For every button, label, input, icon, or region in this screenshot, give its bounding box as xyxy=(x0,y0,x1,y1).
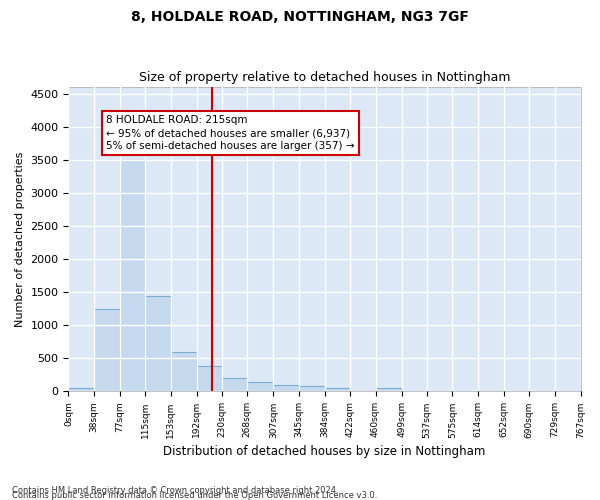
Bar xyxy=(170,352,197,392)
Bar xyxy=(325,388,350,392)
Bar xyxy=(222,378,247,392)
Bar xyxy=(145,296,170,392)
Bar xyxy=(299,386,325,392)
Bar xyxy=(247,382,274,392)
Bar xyxy=(68,388,94,392)
X-axis label: Distribution of detached houses by size in Nottingham: Distribution of detached houses by size … xyxy=(163,444,485,458)
Text: 8, HOLDALE ROAD, NOTTINGHAM, NG3 7GF: 8, HOLDALE ROAD, NOTTINGHAM, NG3 7GF xyxy=(131,10,469,24)
Bar xyxy=(197,366,222,392)
Bar xyxy=(120,160,145,392)
Title: Size of property relative to detached houses in Nottingham: Size of property relative to detached ho… xyxy=(139,72,510,85)
Y-axis label: Number of detached properties: Number of detached properties xyxy=(15,152,25,327)
Text: Contains public sector information licensed under the Open Government Licence v3: Contains public sector information licen… xyxy=(12,491,377,500)
Bar xyxy=(274,385,299,392)
Text: 8 HOLDALE ROAD: 215sqm
← 95% of detached houses are smaller (6,937)
5% of semi-d: 8 HOLDALE ROAD: 215sqm ← 95% of detached… xyxy=(106,115,355,151)
Bar xyxy=(350,391,376,392)
Bar xyxy=(94,308,120,392)
Bar xyxy=(376,388,401,392)
Text: Contains HM Land Registry data © Crown copyright and database right 2024.: Contains HM Land Registry data © Crown c… xyxy=(12,486,338,495)
